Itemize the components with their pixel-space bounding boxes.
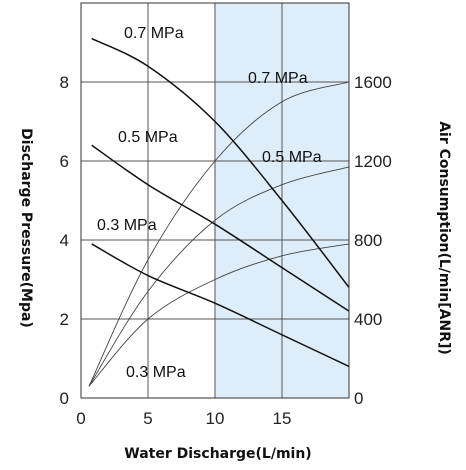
pressure-series-line-2 xyxy=(91,243,350,368)
y-tick-label: 4 xyxy=(60,231,69,250)
y2-tick-label: 800 xyxy=(354,231,382,250)
y-tick-label: 8 xyxy=(60,73,69,92)
x-tick-label: 5 xyxy=(143,409,152,428)
plot-frame xyxy=(80,2,350,399)
label-air-03: 0.3 MPa xyxy=(126,364,186,381)
y-axis-label: Discharge Pressure(Mpa) xyxy=(18,128,34,328)
x-tick-label: 15 xyxy=(273,409,292,428)
x-tick-label: 0 xyxy=(76,409,85,428)
y2-tick-label: 1600 xyxy=(354,73,392,92)
air-series-line-0 xyxy=(88,81,350,387)
label-pressure-07: 0.7 MPa xyxy=(124,25,184,42)
x-tick-label: 10 xyxy=(206,409,225,428)
x-axis-label: Water Discharge(L/min) xyxy=(124,446,311,462)
label-pressure-05: 0.5 MPa xyxy=(118,129,178,146)
pressure-series-line-0 xyxy=(91,37,350,288)
y-tick-label: 6 xyxy=(60,152,69,171)
y2-tick-label: 1200 xyxy=(354,152,392,171)
y2-tick-label: 0 xyxy=(354,389,363,408)
y2-tick-label: 400 xyxy=(354,310,382,329)
label-air-05: 0.5 MPa xyxy=(262,149,322,166)
y2-axis-label: Air Consumption(L/min[ANR]) xyxy=(436,121,452,355)
label-air-07: 0.7 MPa xyxy=(248,70,308,87)
air-consumption-lines xyxy=(88,81,350,387)
tick-labels: 0 5 10 15 0 2 4 6 8 0 400 800 1200 1600 xyxy=(60,73,392,428)
pressure-lines xyxy=(91,37,350,368)
air-series-line-1 xyxy=(88,166,350,387)
y-tick-label: 0 xyxy=(60,389,69,408)
label-pressure-03: 0.3 MPa xyxy=(97,217,157,234)
pressure-series-line-1 xyxy=(91,144,350,312)
air-series-line-2 xyxy=(88,243,350,387)
y-tick-label: 2 xyxy=(60,310,69,329)
